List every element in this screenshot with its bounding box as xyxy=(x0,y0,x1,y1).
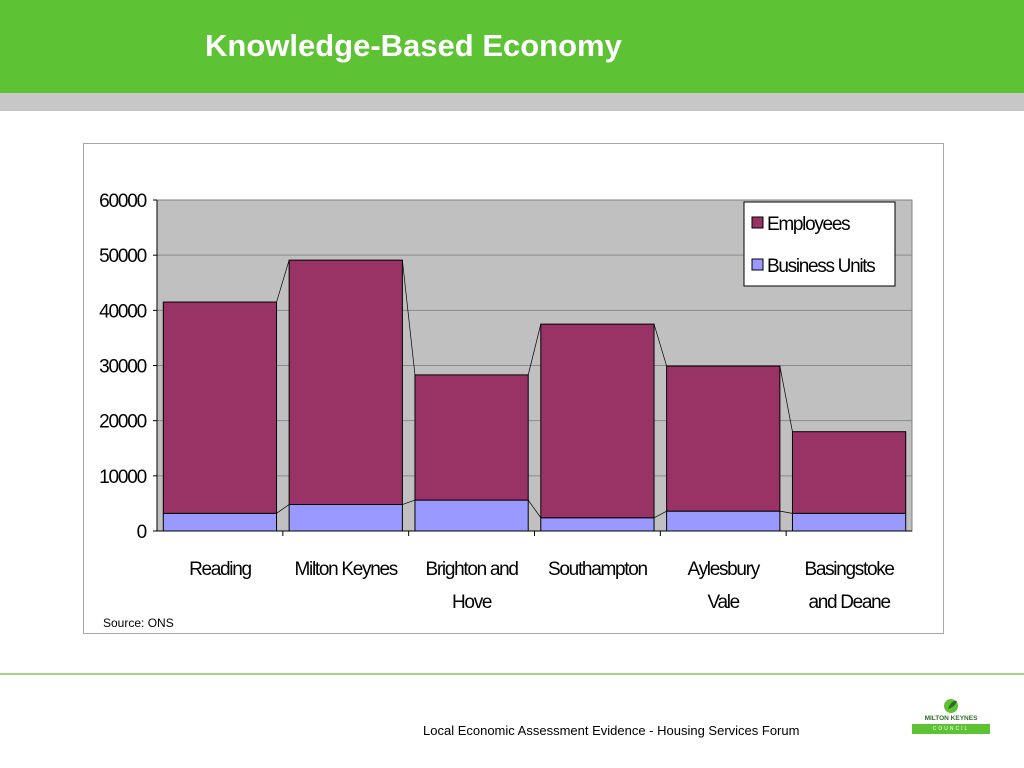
logo-text-council: COUNCIL xyxy=(912,724,990,734)
series-line-employees xyxy=(527,324,542,375)
council-logo: MILTON KEYNES COUNCIL xyxy=(912,697,990,737)
bar-business-units xyxy=(414,499,529,532)
bar-business-units xyxy=(666,510,781,532)
page-title: Knowledge-Based Economy xyxy=(205,28,622,63)
bar-business-units xyxy=(791,512,907,532)
bar-employees xyxy=(288,259,403,506)
chart-source-note: Source: ONS xyxy=(103,616,174,630)
series-line-business-units xyxy=(779,510,793,514)
series-line-business-units xyxy=(276,504,290,514)
bar-employees xyxy=(414,374,529,501)
chart-frame: 0 10000 20000 30000 40000 50000 60000 Reading Mi… xyxy=(83,143,944,634)
bar-employees xyxy=(666,365,781,512)
series-line-business-units xyxy=(402,499,416,505)
header-divider-band xyxy=(0,93,1024,111)
bar-business-units xyxy=(288,504,403,532)
series-line-employees xyxy=(779,365,793,432)
y-tick-label: 60000 xyxy=(99,191,146,212)
leaf-icon xyxy=(944,699,958,713)
x-category-label: Aylesbury xyxy=(688,559,761,580)
bar-employees xyxy=(791,431,907,514)
x-category-label: Reading xyxy=(189,559,251,580)
bar-business-units xyxy=(540,517,655,532)
y-tick-label: 20000 xyxy=(99,412,146,433)
footer-caption: Local Economic Assessment Evidence - Hou… xyxy=(423,723,800,738)
header-bar: Knowledge-Based Economy xyxy=(0,0,1024,93)
x-category-label: Basingstoke xyxy=(804,559,894,580)
series-line-employees xyxy=(276,260,290,303)
legend xyxy=(743,201,896,287)
y-tick-label: 30000 xyxy=(99,357,146,378)
y-tick-label: 50000 xyxy=(99,246,146,267)
y-tick-label: 0 xyxy=(137,522,147,543)
bar-employees xyxy=(162,301,278,514)
y-tick-label: 40000 xyxy=(99,301,146,322)
stacked-bar-chart: 0 10000 20000 30000 40000 50000 60000 Reading Mi… xyxy=(99,191,913,630)
bar-employees xyxy=(540,323,655,519)
y-tick-label: 10000 xyxy=(99,467,146,488)
x-category-label: Southampton xyxy=(548,559,647,580)
legend-label: Business Units xyxy=(767,256,875,277)
series-line-business-units xyxy=(653,510,667,519)
x-category-label: and Deane xyxy=(808,592,890,613)
logo-text-name: MILTON KEYNES xyxy=(924,715,978,722)
x-category-label: Brighton and xyxy=(426,559,519,580)
series-line-employees xyxy=(402,260,416,375)
series-line-employees xyxy=(653,324,667,367)
x-category-label: Hove xyxy=(452,592,492,613)
legend-label: Employees xyxy=(767,214,850,235)
footer-divider xyxy=(0,673,1024,675)
x-category-label: Milton Keynes xyxy=(295,559,398,580)
x-category-label: Vale xyxy=(708,592,740,613)
bar-business-units xyxy=(162,512,278,532)
legend-swatch xyxy=(751,258,764,271)
series-line-business-units xyxy=(527,499,542,518)
legend-swatch xyxy=(751,216,764,229)
